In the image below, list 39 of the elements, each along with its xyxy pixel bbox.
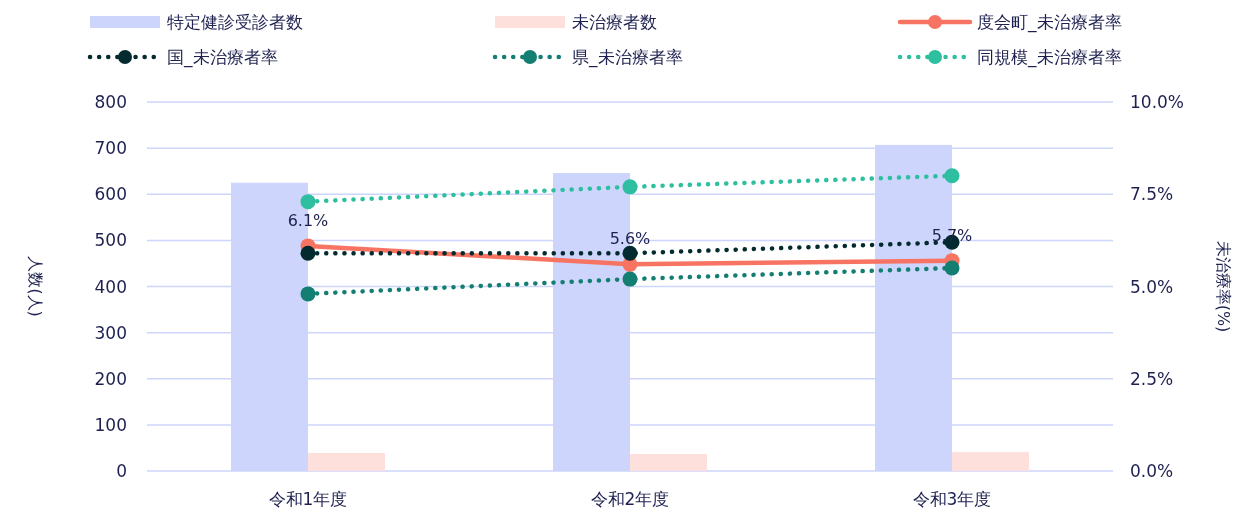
- y2-tick-label: 10.0%: [1130, 92, 1185, 112]
- bar: [308, 453, 385, 471]
- legend-label: 度会町_未治療者率: [977, 12, 1122, 33]
- point: [622, 179, 638, 195]
- point: [944, 260, 960, 276]
- data-label: 5.6%: [609, 229, 651, 249]
- point: [944, 168, 960, 184]
- point: [622, 245, 638, 261]
- y-tick-label: 200: [94, 368, 127, 389]
- data-label: 5.7%: [931, 225, 973, 245]
- point: [300, 245, 316, 261]
- y-tick-label: 100: [94, 414, 127, 435]
- point: [300, 286, 316, 302]
- y-tick-label: 0: [116, 461, 127, 481]
- y-tick-label: 500: [94, 230, 127, 251]
- legend-label: 県_未治療者率: [572, 47, 683, 68]
- y-axis-title: 人数(人): [26, 256, 45, 317]
- y2-axis-title: 未治療率(%): [1214, 240, 1233, 333]
- legend-label: 特定健診受診者数: [167, 12, 303, 32]
- y-tick-label: 300: [94, 322, 127, 343]
- legend-label: 未治療者数: [572, 12, 657, 32]
- y2-tick-label: 7.5%: [1130, 184, 1174, 205]
- y-tick-label: 800: [94, 92, 127, 112]
- y-tick-label: 700: [94, 138, 127, 159]
- x-tick-label: 令和1年度: [268, 489, 348, 508]
- point: [622, 271, 638, 287]
- x-tick-label: 令和3年度: [912, 489, 992, 508]
- y2-tick-label: 0.0%: [1130, 461, 1174, 481]
- bar: [630, 453, 707, 471]
- data-label: 6.1%: [287, 210, 329, 230]
- point: [300, 194, 316, 210]
- x-tick-label: 令和2年度: [590, 489, 670, 508]
- y-tick-label: 600: [94, 184, 127, 205]
- legend-label: 同規模_未治療者率: [977, 47, 1122, 68]
- y-tick-label: 400: [94, 276, 127, 297]
- bar: [952, 452, 1029, 471]
- legend-label: 国_未治療者率: [167, 47, 278, 68]
- y2-tick-label: 2.5%: [1130, 368, 1174, 389]
- y2-tick-label: 5.0%: [1130, 276, 1174, 297]
